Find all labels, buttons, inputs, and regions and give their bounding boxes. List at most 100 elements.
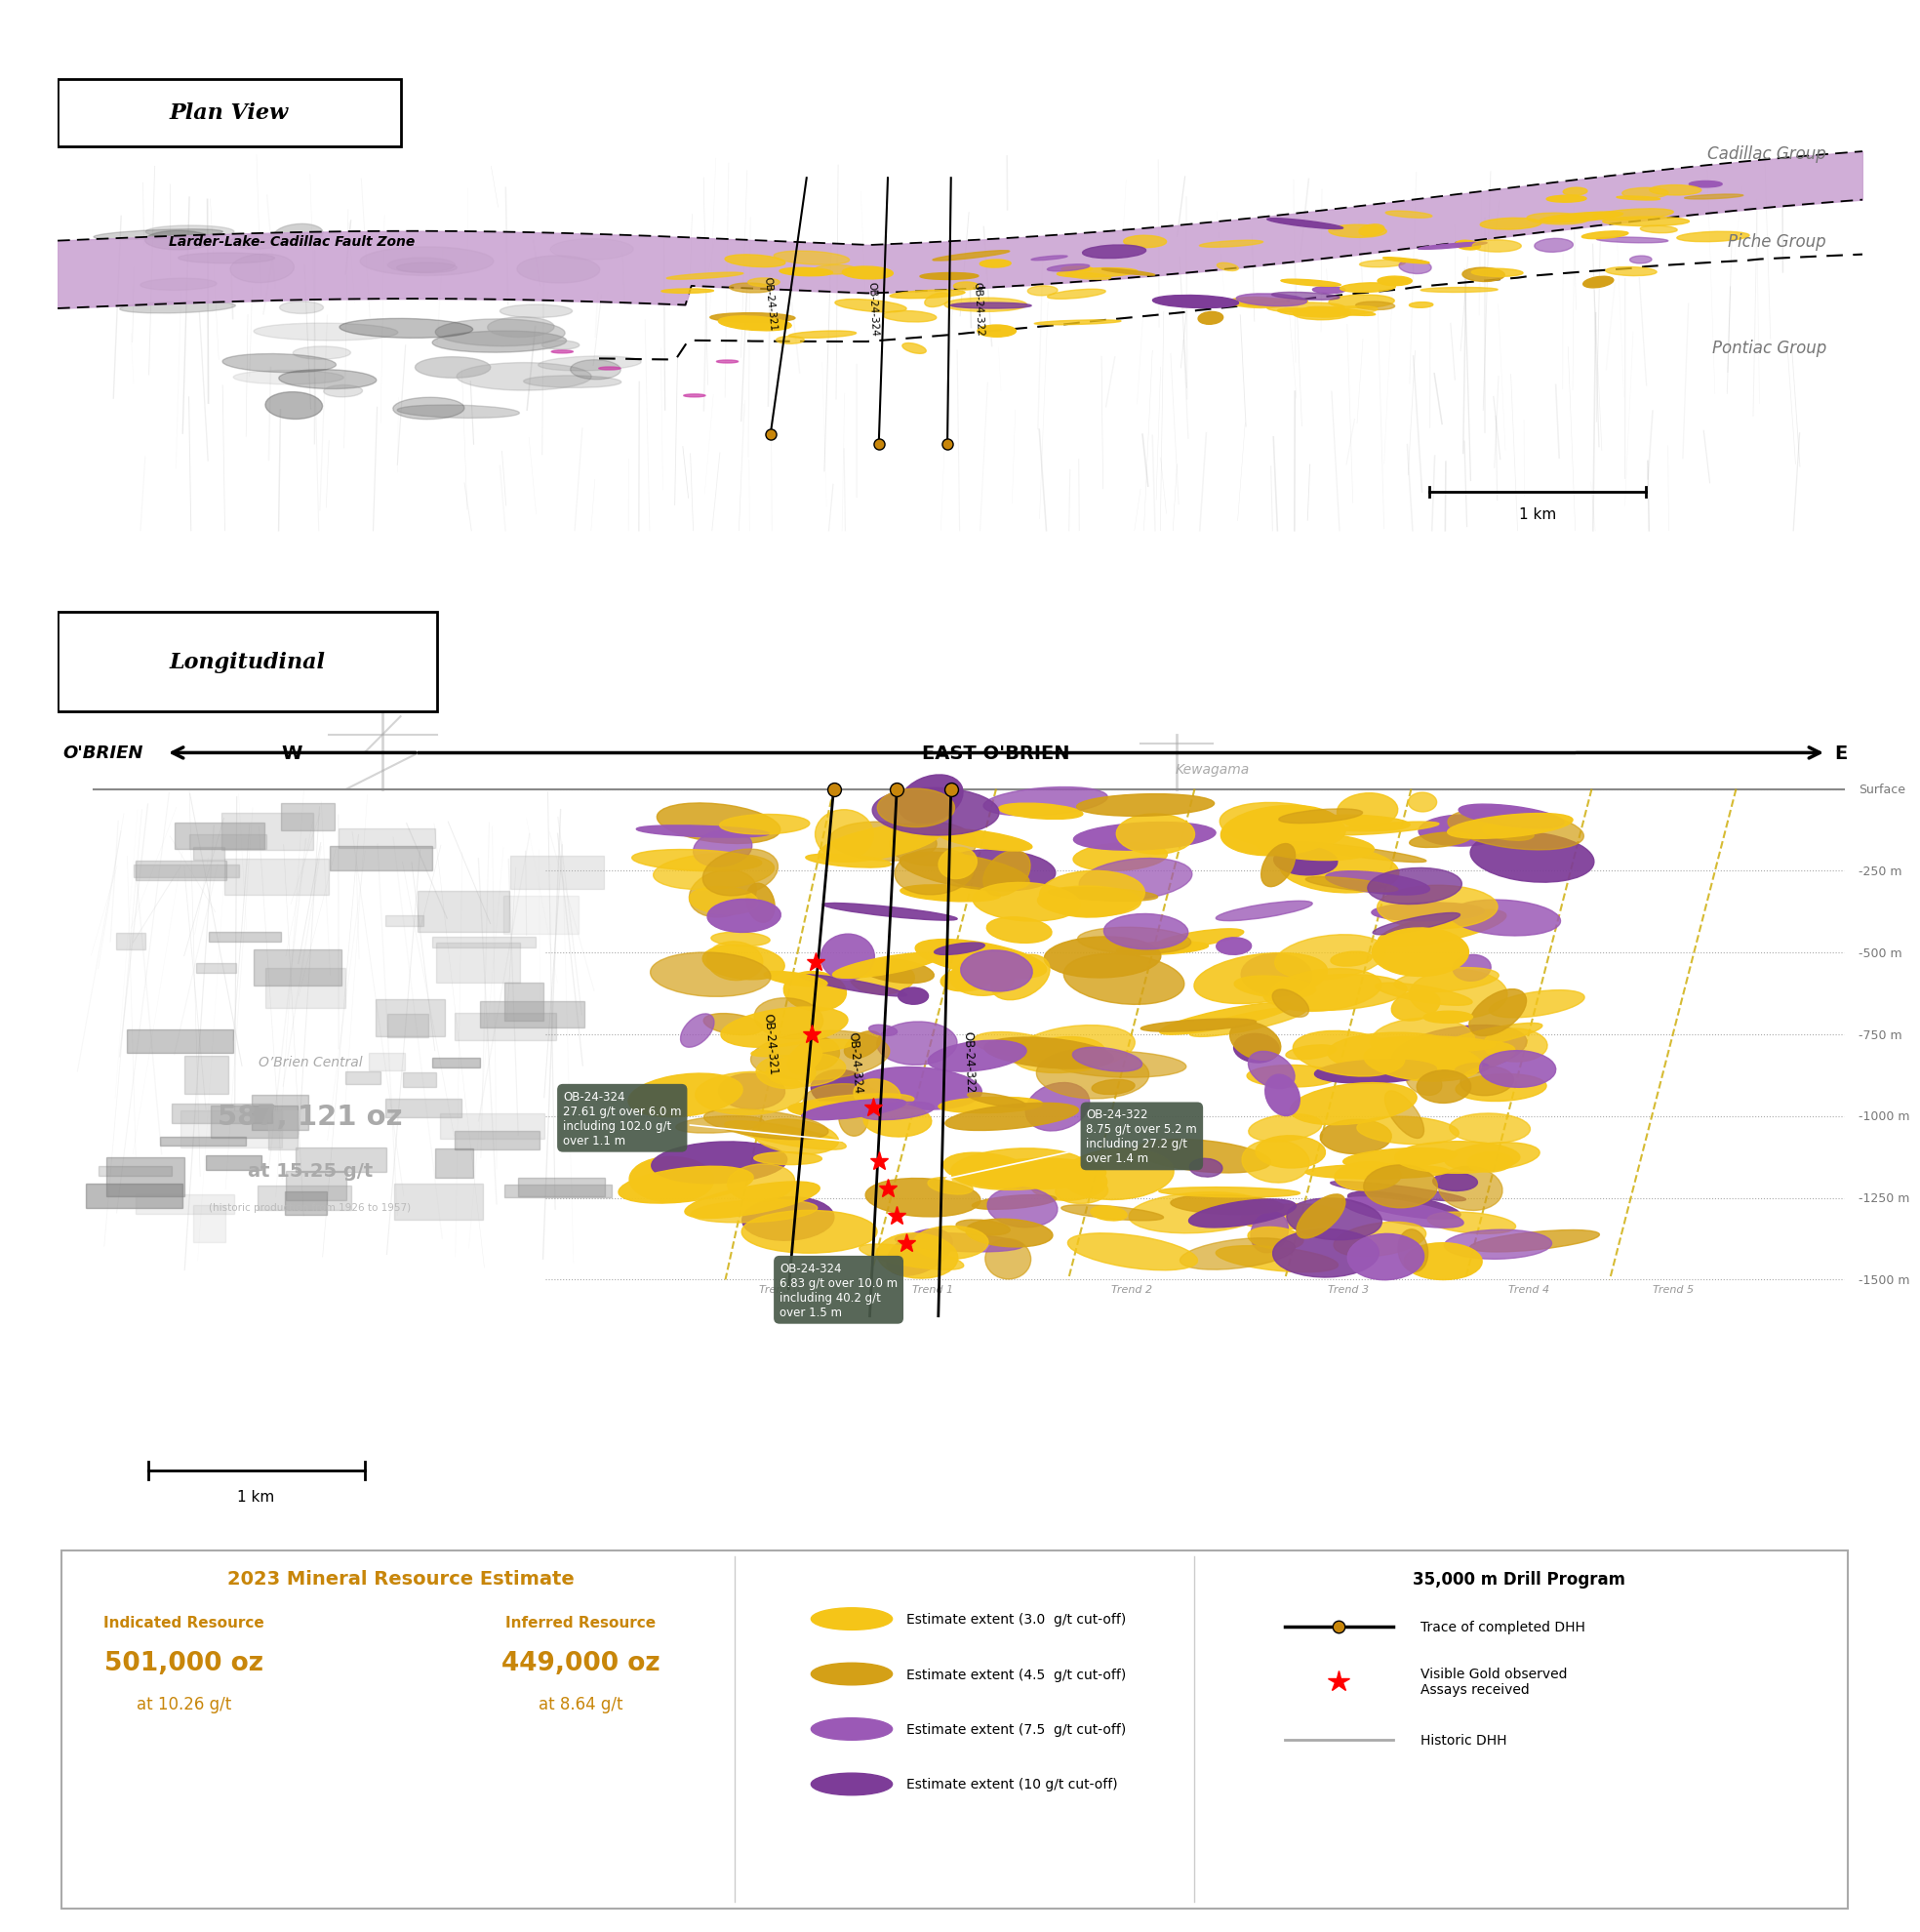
Ellipse shape [693,831,753,867]
Ellipse shape [1690,182,1722,187]
Ellipse shape [1273,846,1338,875]
Ellipse shape [950,303,1031,309]
Ellipse shape [789,1103,874,1119]
Ellipse shape [394,398,465,419]
Ellipse shape [710,933,770,947]
Text: -1250 m: -1250 m [1859,1192,1910,1204]
Ellipse shape [889,823,975,866]
Bar [98,1167,171,1177]
Ellipse shape [1453,954,1492,981]
Ellipse shape [680,1014,714,1047]
Ellipse shape [749,278,780,288]
Ellipse shape [1062,1206,1164,1221]
Ellipse shape [1484,1030,1548,1063]
Text: Inferred Resource: Inferred Resource [505,1615,657,1631]
Ellipse shape [703,850,778,896]
Ellipse shape [689,869,756,918]
Ellipse shape [1037,887,1140,918]
Ellipse shape [789,1094,914,1115]
Text: Piche Group: Piche Group [1728,232,1826,251]
Ellipse shape [1048,290,1106,299]
Bar [284,1192,326,1215]
Ellipse shape [751,1039,856,1057]
Bar [221,813,313,850]
Ellipse shape [1373,929,1469,978]
Text: Pontiac Group: Pontiac Group [1713,338,1826,357]
Ellipse shape [651,952,770,997]
Ellipse shape [1056,1179,1108,1204]
Ellipse shape [1526,214,1588,226]
Ellipse shape [756,1057,816,1090]
Bar [225,860,328,895]
Ellipse shape [1363,1165,1438,1208]
Text: Trend 3: Trend 3 [1327,1285,1369,1294]
Ellipse shape [1025,1084,1089,1132]
Ellipse shape [1269,970,1380,1012]
Ellipse shape [774,251,849,265]
Ellipse shape [941,850,1056,891]
Bar [280,804,334,831]
Ellipse shape [1384,1092,1425,1138]
Ellipse shape [1050,1051,1187,1078]
Ellipse shape [1035,321,1121,325]
Ellipse shape [1649,185,1701,195]
Ellipse shape [1313,288,1346,294]
Ellipse shape [676,1117,764,1134]
Text: 35,000 m Drill Program: 35,000 m Drill Program [1413,1571,1626,1588]
Ellipse shape [1348,1192,1461,1219]
Ellipse shape [499,305,572,319]
Ellipse shape [253,325,397,342]
Text: 1 km: 1 km [238,1490,275,1503]
Ellipse shape [983,850,1031,896]
Ellipse shape [803,1099,906,1121]
Ellipse shape [914,1227,989,1260]
Ellipse shape [1640,226,1678,234]
Ellipse shape [1064,954,1185,1005]
Bar [455,1130,540,1150]
Ellipse shape [1329,226,1386,238]
Text: Trend 5: Trend 5 [1653,1285,1693,1294]
Text: Estimate extent (10 g/t cut-off): Estimate extent (10 g/t cut-off) [906,1777,1117,1791]
Bar [192,846,225,860]
Ellipse shape [1482,825,1534,840]
Ellipse shape [1261,844,1296,887]
Ellipse shape [1448,813,1572,838]
Ellipse shape [1359,226,1384,236]
Ellipse shape [1321,1121,1392,1153]
Ellipse shape [1404,1242,1482,1281]
Ellipse shape [1235,1034,1279,1063]
Bar [394,1184,482,1221]
Ellipse shape [361,247,493,276]
Ellipse shape [1198,313,1223,325]
Bar [175,823,263,850]
Ellipse shape [1455,1074,1546,1101]
Ellipse shape [140,278,217,292]
Ellipse shape [716,361,737,363]
Text: Kewagama: Kewagama [1175,763,1250,777]
Ellipse shape [1373,914,1459,935]
Ellipse shape [230,236,282,249]
Ellipse shape [1027,286,1058,296]
Ellipse shape [883,311,937,323]
Text: 1 km: 1 km [1519,506,1557,522]
Text: OB-24-324: OB-24-324 [868,282,879,336]
Bar [253,949,342,985]
Bar [106,1157,184,1196]
Ellipse shape [1068,1233,1198,1271]
Bar [211,1107,298,1138]
Ellipse shape [933,251,1010,261]
Ellipse shape [1394,1142,1521,1173]
Ellipse shape [939,1097,1043,1113]
Ellipse shape [1073,823,1215,850]
Ellipse shape [854,1080,900,1111]
Text: Larder-Lake- Cadillac Fault Zone: Larder-Lake- Cadillac Fault Zone [169,234,415,249]
Ellipse shape [1603,218,1690,226]
Ellipse shape [541,342,580,350]
Text: Estimate extent (7.5  g/t cut-off): Estimate extent (7.5 g/t cut-off) [906,1721,1125,1737]
Ellipse shape [1342,1198,1463,1229]
Text: Trend 0: Trend 0 [758,1285,801,1294]
Ellipse shape [1597,238,1668,243]
Text: OB-24-322
8.75 g/t over 5.2 m
including 27.2 g/t
over 1.4 m: OB-24-322 8.75 g/t over 5.2 m including … [947,1109,1198,1180]
Ellipse shape [710,313,795,323]
Ellipse shape [822,904,958,922]
